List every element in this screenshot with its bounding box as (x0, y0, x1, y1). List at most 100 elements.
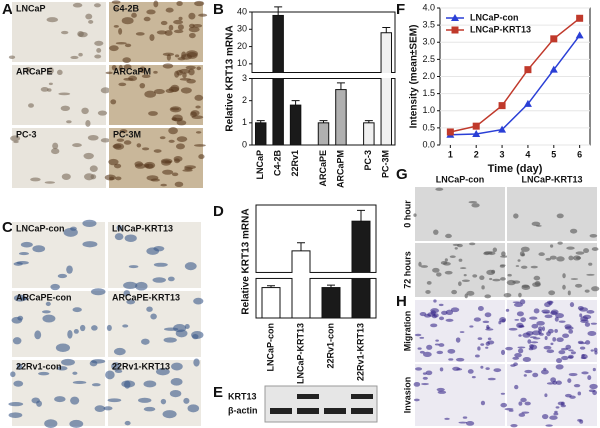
y-tick-label: 4.0 (422, 2, 435, 12)
cell (510, 364, 516, 367)
cell (122, 57, 131, 63)
cell (177, 24, 184, 31)
cell (114, 233, 124, 241)
cell (164, 30, 173, 36)
cell (415, 367, 423, 371)
cell (546, 331, 551, 337)
image-label: C4-2B (113, 3, 140, 13)
cell (61, 358, 75, 366)
cell (583, 248, 590, 254)
cell (515, 265, 520, 267)
cell (123, 140, 132, 145)
cell (121, 380, 136, 388)
cell (564, 324, 572, 329)
error-bar (319, 120, 328, 123)
cell (459, 331, 465, 334)
cell (530, 265, 538, 269)
y-tick-label: 2.5 (422, 54, 435, 64)
cell (55, 343, 71, 353)
cell (554, 316, 559, 322)
legend-marker (451, 26, 459, 34)
cell (451, 289, 457, 295)
cell (435, 339, 439, 342)
cell (141, 147, 150, 151)
panel-letter: A (2, 1, 13, 18)
cell (584, 340, 591, 345)
y-tick-label: 0 (242, 139, 247, 149)
cell (45, 301, 51, 307)
cell (162, 169, 174, 175)
y-tick-label: 2 (242, 95, 247, 105)
cell (168, 127, 178, 135)
cell (479, 275, 485, 281)
cell (430, 308, 440, 314)
axis-break (291, 272, 311, 278)
cell (146, 247, 160, 255)
cell (421, 382, 429, 386)
cell (141, 74, 151, 79)
cell (40, 87, 49, 92)
cell (456, 368, 463, 371)
cell (532, 372, 539, 378)
cell (550, 342, 554, 346)
cell (173, 324, 187, 333)
cell (524, 369, 533, 374)
x-tick-label: LNCaP (255, 150, 265, 180)
y-tick-label: 40 (237, 6, 247, 16)
cell (589, 233, 598, 238)
cell (174, 181, 184, 187)
cell (134, 163, 146, 169)
image-label: ARCaPE (16, 66, 53, 76)
image-label: ARCaPE-KRT13 (112, 292, 180, 302)
cell (152, 277, 166, 283)
cell (198, 13, 208, 17)
cell (489, 277, 493, 281)
cell (44, 419, 58, 428)
axis-break (380, 73, 393, 78)
cell (192, 24, 203, 28)
cell (578, 342, 587, 345)
cell (8, 412, 23, 418)
cell (562, 333, 570, 339)
cell (518, 292, 522, 298)
cell (57, 273, 68, 279)
cell (153, 70, 158, 74)
cell (13, 140, 19, 144)
cell (568, 356, 573, 359)
cell (170, 378, 183, 386)
cell (10, 371, 16, 378)
cell (444, 270, 453, 275)
cell (458, 281, 462, 287)
cell (469, 242, 476, 246)
cell (61, 173, 71, 180)
cell (70, 396, 80, 405)
cell (82, 219, 97, 228)
cell (114, 7, 119, 10)
cell (577, 419, 582, 422)
cell (588, 262, 593, 266)
cell (438, 303, 444, 307)
cell (143, 380, 157, 388)
error-bar (297, 242, 305, 251)
cell (473, 317, 482, 322)
cell (570, 228, 578, 234)
cell (162, 52, 175, 57)
cell (46, 17, 59, 23)
cell (579, 346, 586, 350)
cell (139, 82, 146, 89)
cell (113, 347, 126, 356)
column-header: LNCaP-KRT13 (521, 174, 582, 184)
band (270, 408, 292, 414)
cell (139, 66, 147, 74)
cell (568, 349, 574, 352)
cell (173, 29, 184, 34)
cell (512, 301, 521, 304)
cell (419, 336, 425, 339)
cell (119, 129, 128, 134)
panel-letter: F (396, 1, 405, 18)
band (297, 394, 319, 399)
cell (555, 406, 560, 409)
cell (484, 294, 492, 299)
cell (131, 12, 137, 18)
x-tick-label: 22Rv1-KRT13 (355, 323, 365, 381)
